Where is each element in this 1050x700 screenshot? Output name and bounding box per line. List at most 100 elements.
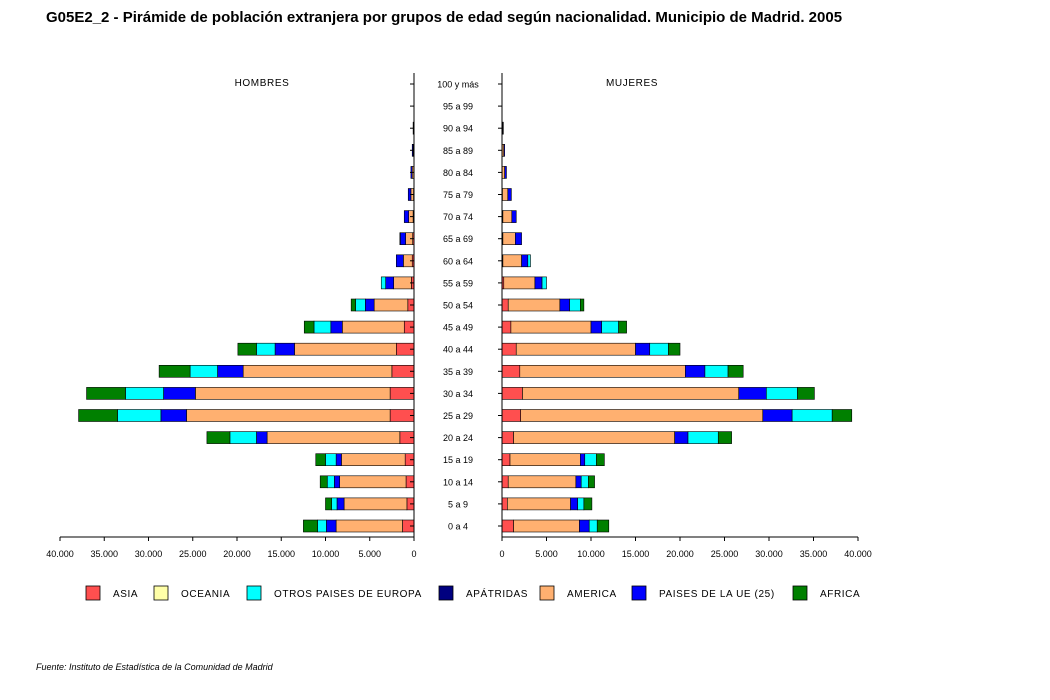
bar-hombres-paises-de-la-ue-25-35-a-39	[217, 364, 244, 378]
bar-mujeres-paises-de-la-ue-25-75-a-79	[507, 188, 512, 201]
bar-mujeres-paises-de-la-ue-25-85-a-89	[503, 144, 505, 157]
bar-hombres-otros-paises-de-europa-25-a-29	[117, 409, 162, 422]
bar-hombres-otros-paises-de-europa-5-a-9	[331, 497, 338, 511]
bar-hombres-america-30-a-34	[195, 387, 391, 400]
age-group-labels: 100 y más 95 a 99 90 a 94 85 a 89 80 a 84 75 …	[437, 80, 479, 532]
bar-hombres-otros-paises-de-europa-50-a-54	[355, 298, 366, 312]
legend-label-otros-paises-de-europa: OTROS PAISES DE EUROPA	[274, 589, 422, 600]
age-group-label-35-a-39: 35 a 39	[443, 367, 473, 377]
bar-hombres-africa-0-a-4	[303, 519, 318, 533]
bar-mujeres-paises-de-la-ue-25-40-a-44	[635, 342, 651, 356]
legend-swatch-paises-de-la-ue-25	[631, 585, 647, 601]
bar-hombres-otros-paises-de-europa-0-a-4	[317, 519, 327, 533]
bar-mujeres-africa-0-a-4	[596, 519, 610, 533]
bar-mujeres-america-30-a-34	[522, 387, 740, 400]
bar-hombres-africa-5-a-9	[325, 497, 332, 511]
bar-mujeres-america-50-a-54	[507, 298, 561, 312]
bar-mujeres-paises-de-la-ue-25-60-a-64	[521, 254, 529, 268]
bar-mujeres-asia-30-a-34	[501, 387, 523, 400]
bar-hombres-africa-10-a-14	[319, 475, 328, 489]
bar-hombres-paises-de-la-ue-25-25-a-29	[160, 409, 187, 422]
bar-hombres-africa-20-a-24	[206, 431, 231, 444]
age-group-label-25-a-29: 25 a 29	[443, 411, 473, 421]
bar-mujeres-africa-10-a-14	[588, 475, 595, 489]
bar-mujeres-asia-35-a-39	[501, 364, 521, 378]
bar-hombres-paises-de-la-ue-25-50-a-54	[365, 298, 375, 312]
bar-mujeres-paises-de-la-ue-25-45-a-49	[590, 320, 602, 334]
hombres-x-tick-label: 20.000	[223, 549, 251, 559]
bar-mujeres-otros-paises-de-europa-15-a-19	[584, 453, 597, 467]
hombres-x-tick-label: 0	[411, 549, 416, 559]
age-group-label-100-y-mas: 100 y más	[437, 80, 479, 90]
bar-hombres-otros-paises-de-europa-40-a-44	[256, 342, 276, 356]
bar-mujeres-asia-20-a-24	[501, 431, 514, 444]
bar-hombres-america-55-a-59	[393, 276, 412, 290]
bar-mujeres-america-60-a-64	[502, 254, 522, 268]
age-group-label-60-a-64: 60 a 64	[443, 256, 473, 266]
mujeres-x-tick-label: 5.000	[535, 549, 558, 559]
legend-label-apatridas: APÁTRIDAS	[466, 587, 528, 600]
bar-mujeres-otros-paises-de-europa-45-a-49	[601, 320, 619, 334]
bar-hombres-america-0-a-4	[335, 519, 403, 533]
hombres-bars	[78, 99, 415, 533]
bar-mujeres-africa-45-a-49	[618, 320, 627, 334]
mujeres-x-tick-label: 20.000	[666, 549, 694, 559]
bar-mujeres-otros-paises-de-europa-50-a-54	[569, 298, 581, 312]
source-note: Fuente: Instituto de Estadística de la C…	[36, 662, 273, 672]
bar-mujeres-asia-25-a-29	[501, 409, 521, 422]
legend-label-oceania: OCEANIA	[181, 589, 230, 600]
bar-hombres-africa-35-a-39	[158, 364, 191, 378]
bar-mujeres-otros-paises-de-europa-40-a-44	[649, 342, 669, 356]
bar-mujeres-africa-30-a-34	[797, 387, 815, 400]
bar-mujeres-africa-35-a-39	[727, 364, 744, 378]
age-group-label-10-a-14: 10 a 14	[443, 477, 473, 487]
bar-mujeres-paises-de-la-ue-25-50-a-54	[559, 298, 570, 312]
bar-mujeres-paises-de-la-ue-25-15-a-19	[580, 453, 586, 467]
bar-hombres-america-5-a-9	[343, 497, 408, 511]
bar-mujeres-otros-paises-de-europa-20-a-24	[687, 431, 719, 444]
bar-mujeres-america-75-a-79	[502, 188, 509, 201]
hombres-x-tick-label: 15.000	[267, 549, 295, 559]
bar-hombres-america-45-a-49	[342, 320, 405, 334]
bar-mujeres-asia-0-a-4	[501, 519, 514, 533]
legend-swatch-otros-paises-de-europa	[246, 585, 262, 601]
bar-hombres-paises-de-la-ue-25-20-a-24	[256, 431, 268, 444]
bar-mujeres-otros-paises-de-europa-10-a-14	[580, 475, 589, 489]
bar-hombres-africa-15-a-19	[315, 453, 326, 467]
bar-hombres-otros-paises-de-europa-10-a-14	[326, 475, 335, 489]
bar-mujeres-otros-paises-de-europa-25-a-29	[791, 409, 833, 422]
mujeres-x-tick-label: 25.000	[711, 549, 739, 559]
bar-mujeres-paises-de-la-ue-25-55-a-59	[534, 276, 543, 290]
bar-hombres-america-50-a-54	[373, 298, 409, 312]
bar-mujeres-asia-45-a-49	[501, 320, 512, 334]
age-group-label-85-a-89: 85 a 89	[443, 146, 473, 156]
legend-label-paises-de-la-ue-25: PAISES DE LA UE (25)	[659, 589, 775, 600]
bar-hombres-america-35-a-39	[242, 364, 393, 378]
bar-mujeres-paises-de-la-ue-25-65-a-69	[515, 232, 522, 245]
mujeres-x-tick-label: 35.000	[800, 549, 828, 559]
bar-hombres-africa-40-a-44	[237, 342, 257, 356]
bar-hombres-otros-paises-de-europa-30-a-34	[125, 387, 164, 400]
bar-hombres-paises-de-la-ue-25-60-a-64	[395, 254, 404, 268]
bar-mujeres-asia-15-a-19	[501, 453, 511, 467]
hombres-x-tick-label: 35.000	[90, 549, 118, 559]
legend-swatch-africa	[792, 585, 808, 601]
age-group-label-55-a-59: 55 a 59	[443, 278, 473, 288]
bar-hombres-america-25-a-29	[186, 409, 391, 422]
bar-mujeres-africa-5-a-9	[583, 497, 593, 511]
bar-mujeres-asia-5-a-9	[501, 497, 508, 511]
age-group-label-95-a-99: 95 a 99	[443, 102, 473, 112]
bar-mujeres-paises-de-la-ue-25-30-a-34	[738, 387, 767, 400]
bar-hombres-paises-de-la-ue-25-15-a-19	[335, 453, 342, 467]
age-group-label-20-a-24: 20 a 24	[443, 433, 473, 443]
age-group-label-0-a-4: 0 a 4	[448, 522, 468, 532]
hombres-x-tick-label: 30.000	[135, 549, 163, 559]
bar-mujeres-paises-de-la-ue-25-0-a-4	[579, 519, 590, 533]
bar-mujeres-america-25-a-29	[520, 409, 764, 422]
mujeres-panel-label: MUJERES	[606, 78, 658, 89]
age-group-label-90-a-94: 90 a 94	[443, 124, 473, 134]
age-group-label-40-a-44: 40 a 44	[443, 345, 473, 355]
mujeres-x-tick-label: 10.000	[577, 549, 605, 559]
bar-hombres-otros-paises-de-europa-45-a-49	[313, 320, 332, 334]
bar-mujeres-paises-de-la-ue-25-25-a-29	[762, 409, 793, 422]
